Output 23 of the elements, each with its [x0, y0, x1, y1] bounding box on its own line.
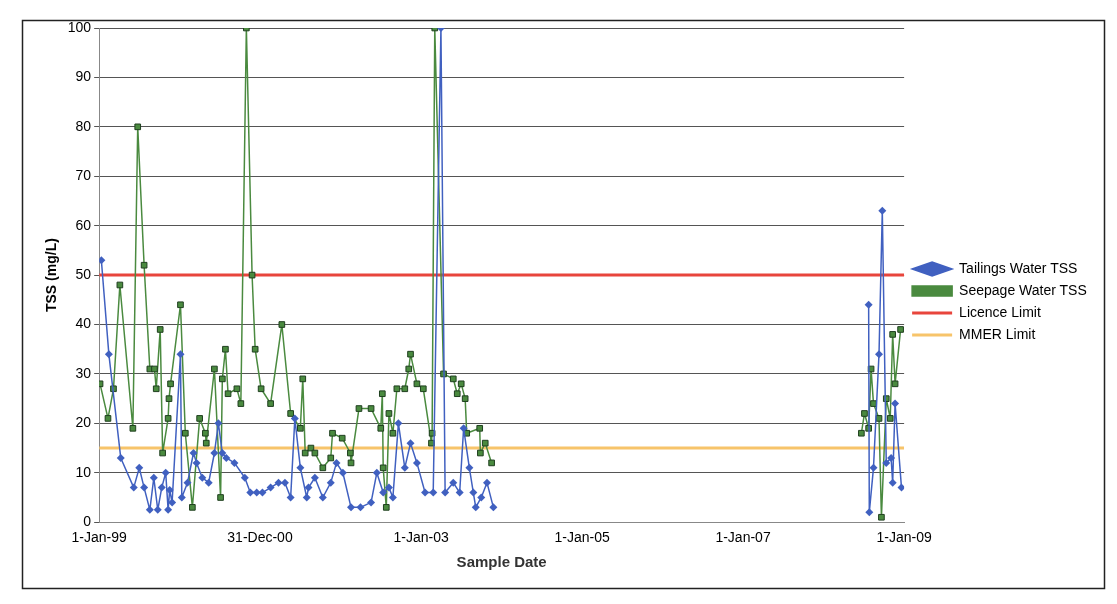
y-tick-label: 20 — [75, 414, 92, 431]
y-tick-label: 50 — [75, 265, 92, 282]
legend-label: Tailings Water TSS — [959, 259, 1078, 276]
x-tick-label: 1-Jan-09 — [876, 529, 932, 546]
y-tick-label: 90 — [75, 68, 92, 85]
y-tick-label: 70 — [75, 167, 92, 184]
y-tick-label: 40 — [75, 315, 92, 332]
y-axis-title: TSS (mg/L) — [43, 238, 60, 313]
x-axis-title: Sample Date — [456, 553, 547, 571]
y-tick-label: 80 — [75, 117, 92, 134]
legend-label: Seepage Water TSS — [959, 281, 1087, 298]
y-tick-label: 10 — [75, 463, 92, 480]
legend-label: Licence Limit — [959, 303, 1041, 320]
x-tick-label: 1-Jan-07 — [715, 529, 771, 546]
x-tick-label: 1-Jan-05 — [554, 529, 611, 546]
x-tick-label: 1-Jan-99 — [71, 529, 127, 546]
legend-label: MMER Limit — [959, 325, 1036, 342]
x-tick-label: 31-Dec-00 — [227, 529, 293, 546]
y-tick-label: 60 — [75, 216, 92, 233]
y-tick-label: 30 — [75, 364, 92, 381]
y-tick-label: 0 — [83, 513, 92, 530]
x-tick-label: 1-Jan-03 — [393, 529, 449, 546]
y-tick-label: 100 — [67, 18, 92, 35]
